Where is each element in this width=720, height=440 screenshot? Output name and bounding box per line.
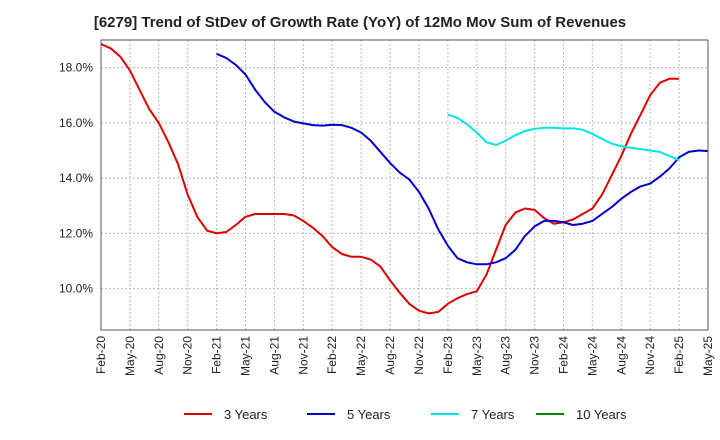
x-tick-label: Nov-22 xyxy=(412,336,426,375)
x-tick-label: Feb-23 xyxy=(441,336,455,374)
x-tick-label: May-25 xyxy=(701,336,715,376)
legend-label: 10 Years xyxy=(576,407,627,422)
series-line-7-years xyxy=(447,113,680,162)
plot-frame xyxy=(100,39,709,331)
x-tick-label: Feb-24 xyxy=(556,336,570,374)
x-tick-label: Nov-20 xyxy=(181,336,195,375)
series-line-5-years xyxy=(216,52,709,266)
x-tick-label: Feb-20 xyxy=(94,336,108,374)
x-tick-label: Feb-21 xyxy=(210,336,224,374)
x-tick-label: May-24 xyxy=(585,336,599,376)
axes xyxy=(100,39,709,331)
x-tick-label: May-23 xyxy=(470,336,484,376)
x-tick-label: Aug-20 xyxy=(152,336,166,375)
y-tick-label: 10.0% xyxy=(59,282,93,296)
y-tick-label: 14.0% xyxy=(59,171,93,185)
x-tick-label: Feb-22 xyxy=(325,336,339,374)
x-tick-label: Nov-24 xyxy=(643,336,657,375)
series-line-3-years xyxy=(100,43,680,315)
x-tick-label: May-20 xyxy=(123,336,137,376)
y-tick-labels: 10.0% 12.0% 14.0% 16.0% 18.0% xyxy=(59,61,93,296)
x-tick-label: Aug-21 xyxy=(267,336,281,375)
legend-label: 3 Years xyxy=(224,407,268,422)
legend-label: 5 Years xyxy=(347,407,391,422)
x-tick-label: May-22 xyxy=(354,336,368,376)
x-tick-label: Feb-25 xyxy=(672,336,686,374)
x-tick-label: Aug-22 xyxy=(383,336,397,375)
x-tick-labels: Feb-20 May-20 Aug-20 Nov-20 Feb-21 May-21 Aug-… xyxy=(94,336,715,376)
x-tick-label: Nov-23 xyxy=(528,336,542,375)
legend: 3 Years 5 Years 7 Years 10 Years xyxy=(184,407,627,422)
x-tick-label: Aug-24 xyxy=(614,336,628,375)
y-tick-label: 12.0% xyxy=(59,226,93,240)
chart-title: [6279] Trend of StDev of Growth Rate (Yo… xyxy=(93,14,627,31)
y-tick-label: 16.0% xyxy=(59,116,93,130)
series-lines xyxy=(100,43,709,315)
x-tick-label: Aug-23 xyxy=(499,336,513,375)
x-tick-label: May-21 xyxy=(239,336,253,376)
y-tick-label: 18.0% xyxy=(59,61,93,75)
x-tick-label: Nov-21 xyxy=(296,336,310,375)
grid-lines xyxy=(101,40,708,330)
legend-label: 7 Years xyxy=(471,407,515,422)
